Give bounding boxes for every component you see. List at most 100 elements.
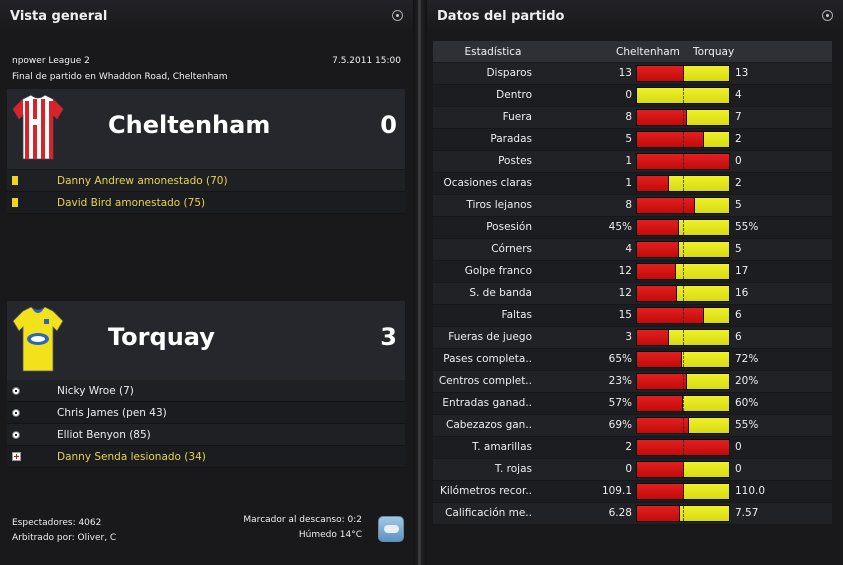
event-text: Elliot Benyon (85)	[57, 428, 151, 441]
home-bar-segment	[637, 110, 687, 125]
stat-home-value: 5	[625, 133, 632, 145]
home-bar-segment	[637, 176, 668, 191]
bar-midline	[683, 264, 684, 279]
ball-icon	[12, 408, 20, 417]
table-row: Calificación me.. 6.28 7.57	[433, 503, 832, 525]
away-events-list: Nicky Wroe (7) Chris James (pen 43) Elli…	[7, 380, 405, 468]
match-stats-panel-header: Datos del partido	[427, 0, 843, 32]
stat-home-value: 109.1	[601, 485, 632, 497]
stat-comparison-bar	[636, 395, 730, 412]
stat-away-value: 13	[735, 67, 749, 79]
away-bar-segment	[693, 198, 729, 213]
table-row: Fuera 8 7	[433, 107, 832, 129]
stat-column-header: Estadística	[464, 45, 522, 58]
away-bar-segment	[676, 286, 729, 301]
stat-home-value: 13	[618, 67, 632, 79]
stat-home-value: 57%	[608, 397, 632, 409]
stat-label: Disparos	[486, 67, 532, 79]
away-bar-segment	[681, 396, 729, 411]
bar-midline	[683, 374, 684, 389]
stat-away-value: 6	[735, 331, 742, 343]
stat-label: Cabezazos gan..	[445, 419, 532, 431]
stat-label: Postes	[498, 155, 532, 167]
away-team-score: 3	[380, 323, 397, 351]
stat-comparison-bar	[636, 351, 730, 368]
table-row: T. amarillas 2 0	[433, 437, 832, 459]
stat-away-value: 5	[735, 243, 742, 255]
competition-name[interactable]: npower League 2	[12, 56, 90, 66]
list-item[interactable]: Nicky Wroe (7)	[7, 380, 405, 402]
stat-away-value: 6	[735, 309, 742, 321]
stat-label: Dentro	[496, 89, 532, 101]
bar-midline	[683, 132, 684, 147]
event-text: Nicky Wroe (7)	[57, 384, 134, 397]
match-stats-panel-title: Datos del partido	[437, 8, 565, 24]
stat-home-value: 3	[625, 331, 632, 343]
away-bar-segment	[686, 110, 729, 125]
list-item[interactable]: Elliot Benyon (85)	[7, 424, 405, 446]
home-bar-segment	[637, 66, 683, 81]
table-row: Entradas ganad.. 57% 60%	[433, 393, 832, 415]
home-bar-segment	[637, 484, 683, 499]
stat-home-value: 65%	[608, 353, 632, 365]
weather-text: Húmedo 14°C	[298, 530, 362, 540]
home-team-block: Cheltenham 0	[7, 89, 405, 169]
list-item[interactable]: Chris James (pen 43)	[7, 402, 405, 424]
home-team-name[interactable]: Cheltenham	[108, 111, 271, 139]
home-bar-segment	[637, 220, 679, 235]
table-row: Posesión 45% 55%	[433, 217, 832, 239]
stat-label: Faltas	[501, 309, 532, 321]
stat-comparison-bar	[636, 109, 730, 126]
bar-midline	[683, 176, 684, 191]
injury-icon	[12, 452, 21, 461]
stat-label: Posesión	[486, 221, 532, 233]
stat-away-value: 2	[735, 177, 742, 189]
home-column-header: Cheltenham	[616, 45, 680, 58]
away-team-block: Torquay 3	[7, 301, 405, 381]
overview-panel: Vista general npower League 2 7.5.2011 1…	[0, 0, 413, 565]
home-bar-segment	[637, 396, 682, 411]
match-stats-panel: Datos del partido Estadística Cheltenham…	[427, 0, 843, 565]
panel-options-icon[interactable]	[392, 10, 403, 21]
stat-label: Fuera	[502, 111, 532, 123]
home-shirt-icon	[12, 94, 64, 160]
home-bar-segment	[637, 132, 703, 147]
away-bar-segment	[683, 66, 729, 81]
match-meta: npower League 2 7.5.2011 15:00 Final de …	[0, 52, 413, 84]
stat-away-value: 110.0	[735, 485, 766, 497]
bar-midline	[683, 440, 684, 455]
referee-text[interactable]: Arbitrado por: Oliver, C	[12, 532, 117, 543]
away-bar-segment	[688, 418, 729, 433]
bar-midline	[683, 330, 684, 345]
stat-label: Golpe franco	[464, 265, 532, 277]
stat-comparison-bar	[636, 461, 730, 478]
stat-label: T. amarillas	[472, 441, 532, 453]
list-item[interactable]: David Bird amonestado (75)	[7, 192, 405, 214]
away-team-name[interactable]: Torquay	[108, 323, 215, 351]
overview-panel-header: Vista general	[0, 0, 413, 32]
home-bar-segment	[637, 286, 677, 301]
event-text: David Bird amonestado (75)	[57, 196, 206, 209]
table-row: Golpe franco 12 17	[433, 261, 832, 283]
stat-home-value: 6.28	[608, 507, 632, 519]
weather-cloud-icon	[378, 516, 404, 542]
list-item[interactable]: Danny Andrew amonestado (70)	[7, 170, 405, 192]
table-row: Faltas 15 6	[433, 305, 832, 327]
away-shirt-icon	[12, 306, 64, 372]
table-row: S. de banda 12 16	[433, 283, 832, 305]
bar-midline	[683, 484, 684, 499]
stat-comparison-bar	[636, 505, 730, 522]
table-row: Centros complet.. 23% 20%	[433, 371, 832, 393]
away-bar-segment	[702, 132, 729, 147]
home-bar-segment	[637, 242, 678, 257]
bar-midline	[683, 308, 684, 323]
stat-away-value: 7.57	[735, 507, 759, 519]
panel-splitter[interactable]	[413, 0, 427, 565]
list-item[interactable]: Danny Senda lesionado (34)	[7, 446, 405, 468]
away-bar-segment	[683, 462, 729, 477]
stat-label: Córners	[491, 243, 532, 255]
home-bar-segment	[637, 308, 703, 323]
panel-options-icon[interactable]	[822, 10, 833, 21]
table-row: Paradas 5 2	[433, 129, 832, 151]
stat-label: Pases completa..	[443, 353, 532, 365]
